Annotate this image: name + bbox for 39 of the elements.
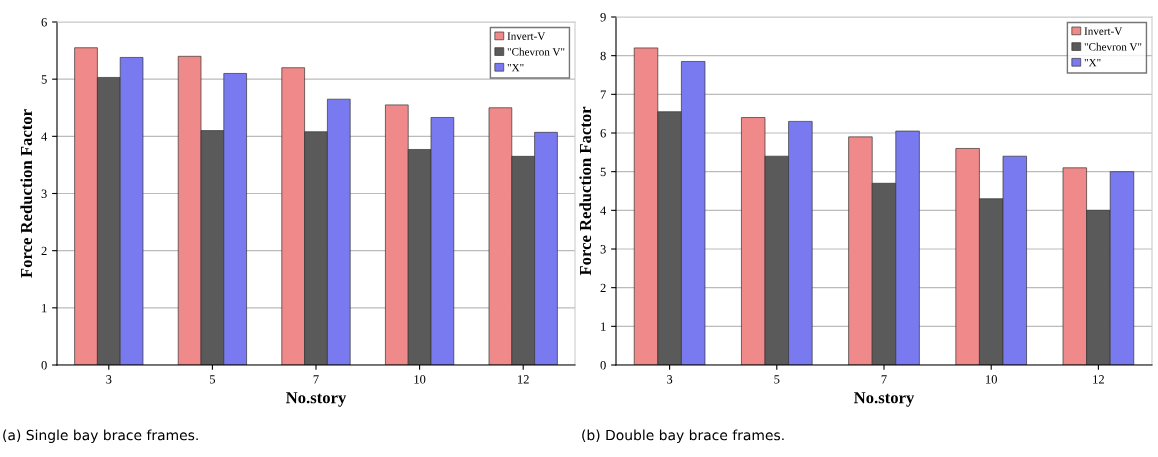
y-tick-label: 3 (600, 245, 606, 254)
y-axis-title: Force Reduction Factor (579, 106, 592, 276)
x-tick-label: 7 (881, 375, 887, 384)
y-tick-label: 0 (41, 361, 47, 370)
y-tick-label: 2 (41, 246, 47, 255)
legend-label: Invert-V (507, 32, 546, 40)
y-tick-label: 1 (42, 303, 47, 313)
x-axis-title: No.story (286, 392, 347, 407)
legend-label: Invert-V (1084, 27, 1123, 35)
x-tick-label: 5 (210, 375, 216, 384)
x-tick-label: 7 (313, 375, 319, 384)
y-tick-label: 3 (41, 189, 47, 198)
legend-label: "Chevron V" (1084, 42, 1142, 51)
y-tick-label: 4 (600, 206, 607, 215)
y-tick-label: 0 (600, 361, 606, 370)
y-tick-label: 1 (601, 322, 606, 331)
y-tick-label: 6 (600, 129, 606, 138)
x-tick-label: 5 (774, 375, 780, 384)
legend-label: "X" (507, 63, 524, 72)
x-tick-label: 3 (667, 375, 673, 384)
y-axis-title: Force Reduction Factor (20, 109, 33, 278)
y-tick-label: 7 (600, 90, 606, 99)
x-axis-title: No.story (854, 392, 915, 407)
y-tick-label: 9 (600, 13, 606, 22)
y-tick-label: 5 (600, 167, 606, 177)
text: (b) Double bay brace frames. (582, 429, 784, 443)
x-tick-label: 10 (414, 375, 426, 384)
x-tick-label: 12 (1093, 375, 1104, 384)
y-tick-label: 8 (600, 51, 606, 61)
x-tick-label: 12 (518, 375, 529, 384)
x-tick-label: 10 (986, 375, 997, 384)
legend-label: "X" (1084, 58, 1101, 67)
y-tick-label: 5 (41, 75, 47, 84)
y-tick-label: 2 (600, 283, 606, 292)
legend-label: "Chevron V" (507, 47, 565, 56)
y-tick-label: 4 (41, 132, 48, 141)
y-tick-label: 6 (41, 18, 47, 27)
x-tick-label: 3 (106, 375, 112, 384)
text: (a) Single bay brace frames. (3, 429, 198, 443)
